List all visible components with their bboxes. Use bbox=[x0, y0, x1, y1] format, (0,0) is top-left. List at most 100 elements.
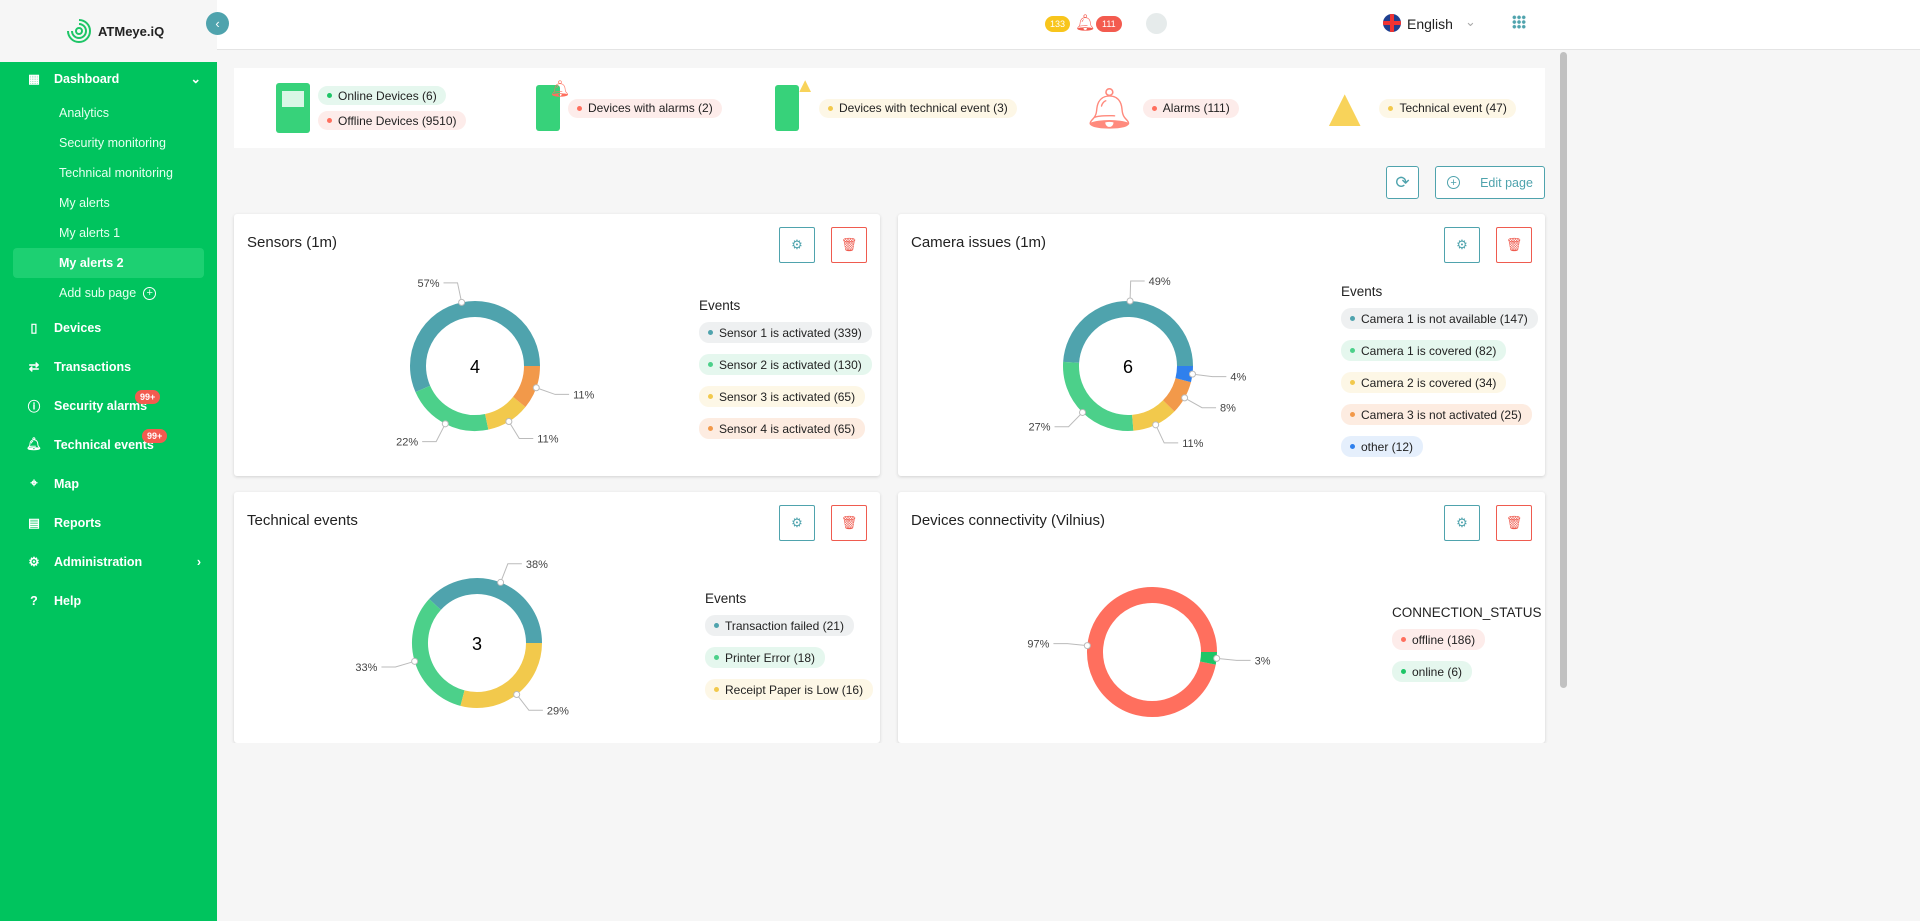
legend-dot bbox=[1350, 316, 1355, 321]
percent-label: 33% bbox=[355, 662, 377, 674]
device-icon: ▯ bbox=[30, 321, 38, 335]
leader-dot bbox=[411, 657, 419, 665]
chevron-down-icon[interactable]: ⌄ bbox=[1465, 14, 1476, 29]
donut-slice[interactable] bbox=[429, 578, 542, 644]
widget-delete-button[interactable]: 🗑︎ bbox=[831, 505, 867, 541]
online-devices-pill[interactable]: Online Devices (6) bbox=[318, 86, 446, 105]
edit-page-button[interactable]: + Edit page bbox=[1435, 166, 1545, 199]
donut-slice[interactable] bbox=[415, 385, 489, 431]
sidebar-sub-my-alerts[interactable]: My alerts bbox=[59, 196, 110, 210]
donut-slice[interactable] bbox=[512, 365, 540, 407]
logo[interactable]: ATMeye.iQ bbox=[0, 0, 217, 62]
collapse-sidebar-button[interactable]: ‹ bbox=[206, 12, 229, 35]
donut-slice[interactable] bbox=[1063, 361, 1134, 431]
legend-item[interactable]: online (6) bbox=[1392, 661, 1473, 682]
sidebar-item-technical-events[interactable]: 🔔︎ Technical events 99+ bbox=[0, 425, 217, 464]
sidebar-item-label: Technical events bbox=[54, 437, 154, 452]
scrollbar[interactable] bbox=[1560, 52, 1567, 688]
widget-delete-button[interactable]: 🗑︎ bbox=[831, 227, 867, 263]
refresh-button[interactable]: ⟳ bbox=[1386, 166, 1419, 199]
legend-dot bbox=[1350, 444, 1355, 449]
widget-settings-button[interactable]: ⚙ bbox=[1444, 505, 1480, 541]
legend-item[interactable]: Camera 1 is covered (82) bbox=[1341, 340, 1507, 361]
legend-item[interactable]: Receipt Paper is Low (16) bbox=[705, 679, 874, 700]
legend-item[interactable]: Sensor 1 is activated (339) bbox=[699, 322, 872, 343]
trash-icon: 🗑︎ bbox=[840, 515, 858, 530]
alarms-label: Alarms (111) bbox=[1162, 101, 1230, 115]
notification-count-yellow[interactable]: 133 bbox=[1045, 16, 1071, 32]
legend-label: Printer Error (18) bbox=[725, 650, 816, 665]
apps-grid-icon[interactable] bbox=[1512, 15, 1526, 29]
technical-events-widget: Technical events ⚙ 🗑︎ 38% 33% 29% 3 Events T… bbox=[234, 492, 880, 743]
devices-with-alarms-pill[interactable]: Devices with alarms (2) bbox=[568, 98, 722, 118]
donut-slice[interactable] bbox=[412, 599, 465, 706]
header: 133 🔔︎ 111 English ⌄ bbox=[217, 0, 1920, 50]
notification-count-red[interactable]: 111 bbox=[1096, 16, 1122, 32]
sidebar-item-help[interactable]: ? Help bbox=[0, 581, 217, 620]
donut-slice[interactable] bbox=[1162, 377, 1191, 412]
donut-center-value: 3 bbox=[472, 634, 482, 654]
legend-item[interactable]: Sensor 2 is activated (130) bbox=[699, 354, 872, 375]
offline-devices-pill[interactable]: Offline Devices (9510) bbox=[318, 111, 466, 130]
donut-slice[interactable] bbox=[484, 396, 526, 430]
widget-settings-button[interactable]: ⚙ bbox=[779, 505, 815, 541]
sidebar-item-administration[interactable]: ⚙ Administration › bbox=[0, 542, 217, 581]
donut-slice[interactable] bbox=[1063, 301, 1193, 367]
refresh-icon: ⟳ bbox=[1395, 172, 1410, 192]
donut-slice[interactable] bbox=[1200, 651, 1217, 665]
legend-item[interactable]: Sensor 4 is activated (65) bbox=[699, 418, 866, 439]
legend-item[interactable]: Transaction failed (21) bbox=[705, 615, 854, 636]
page-bottom bbox=[217, 743, 1920, 921]
widget-delete-button[interactable]: 🗑︎ bbox=[1496, 227, 1532, 263]
legend-item[interactable]: Camera 2 is covered (34) bbox=[1341, 372, 1507, 393]
alarms-pill[interactable]: Alarms (111) bbox=[1142, 98, 1239, 118]
legend-label: Transaction failed (21) bbox=[725, 618, 844, 633]
leader-line bbox=[1129, 280, 1145, 302]
sidebar-item-transactions[interactable]: ⇄ Transactions bbox=[0, 347, 217, 386]
widget-settings-button[interactable]: ⚙ bbox=[1444, 227, 1480, 263]
bell-icon[interactable]: 🔔︎ bbox=[1075, 15, 1096, 32]
legend-item[interactable]: Printer Error (18) bbox=[705, 647, 826, 668]
legend-item[interactable]: Camera 1 is not available (147) bbox=[1341, 308, 1538, 329]
percent-label: 11% bbox=[573, 389, 594, 401]
legend-label: Camera 2 is covered (34) bbox=[1361, 375, 1497, 390]
user-avatar[interactable] bbox=[1146, 13, 1167, 34]
sidebar-item-map[interactable]: ⌖ Map bbox=[0, 464, 217, 503]
percent-label: 4% bbox=[1230, 372, 1246, 384]
chart-legend: Events Transaction failed (21) Printer Err… bbox=[705, 591, 874, 711]
legend-item[interactable]: other (12) bbox=[1341, 436, 1424, 457]
donut-slice[interactable] bbox=[460, 642, 542, 708]
legend-item[interactable]: Camera 3 is not activated (25) bbox=[1341, 404, 1532, 425]
widget-settings-button[interactable]: ⚙ bbox=[779, 227, 815, 263]
technical-event-pill[interactable]: Technical event (47) bbox=[1379, 98, 1516, 118]
language-select[interactable]: English bbox=[1407, 16, 1453, 32]
widget-delete-button[interactable]: 🗑︎ bbox=[1496, 505, 1532, 541]
donut-slice[interactable] bbox=[410, 301, 540, 393]
sidebar-sub-security-monitoring[interactable]: Security monitoring bbox=[59, 136, 166, 150]
donut-slice[interactable] bbox=[1175, 365, 1193, 383]
percent-label: 22% bbox=[396, 437, 418, 449]
logo-icon bbox=[67, 19, 91, 43]
legend-item[interactable]: offline (186) bbox=[1392, 629, 1486, 650]
sidebar-sub-my-alerts-1[interactable]: My alerts 1 bbox=[59, 226, 121, 240]
sidebar-sub-analytics[interactable]: Analytics bbox=[59, 106, 110, 120]
legend-item[interactable]: Sensor 3 is activated (65) bbox=[699, 386, 866, 407]
edit-page-label: Edit page bbox=[1480, 175, 1533, 190]
add-sub-page-button[interactable]: Add sub page + bbox=[0, 278, 217, 308]
sidebar-sub-my-alerts-2[interactable]: My alerts 2 bbox=[13, 248, 204, 278]
percent-label: 57% bbox=[417, 278, 439, 290]
sidebar-item-security-alarms[interactable]: ⓘ Security alarms 99+ bbox=[0, 386, 217, 425]
devices-with-technical-event-pill[interactable]: Devices with technical event (3) bbox=[819, 98, 1017, 118]
sidebar-item-label: Security alarms bbox=[54, 398, 148, 413]
sidebar: ▦ Dashboard ⌄ Analytics Security monitorin… bbox=[0, 62, 217, 921]
sidebar-item-reports[interactable]: ▤ Reports bbox=[0, 503, 217, 542]
sidebar-item-devices[interactable]: ▯ Devices bbox=[0, 308, 217, 347]
sidebar-item-dashboard[interactable]: ▦ Dashboard ⌄ bbox=[0, 59, 217, 98]
widget-title: Technical events bbox=[247, 512, 358, 529]
trash-icon: 🗑︎ bbox=[1505, 515, 1523, 530]
leader-line bbox=[1054, 412, 1083, 428]
legend-dot bbox=[1350, 380, 1355, 385]
donut-slice[interactable] bbox=[1087, 587, 1217, 717]
donut-slice[interactable] bbox=[1131, 400, 1175, 431]
sidebar-sub-technical-monitoring[interactable]: Technical monitoring bbox=[59, 166, 173, 180]
